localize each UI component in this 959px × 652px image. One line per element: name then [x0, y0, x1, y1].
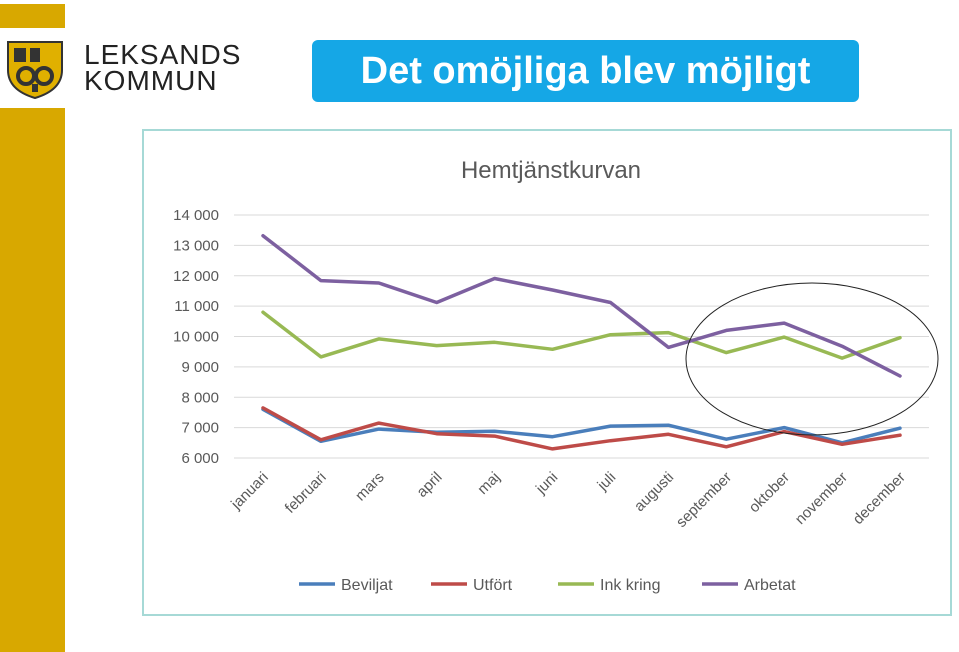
page-title: Det omöjliga blev möjligt	[360, 49, 811, 92]
x-tick-label: juli	[594, 469, 620, 495]
logo-line2: KOMMUN	[84, 65, 218, 96]
line-chart: Hemtjänstkurvan 6 000 7 000 8 000 9 000 10 0…	[173, 157, 939, 594]
y-tick-label: 9 000	[181, 359, 219, 376]
series-line-arbetat	[261, 233, 902, 378]
chart-frame: Hemtjänstkurvan 6 000 7 000 8 000 9 000 10 0…	[142, 129, 952, 616]
x-tick-label: februari	[282, 469, 330, 517]
legend-label: Beviljat	[341, 577, 393, 594]
x-tick-label: juni	[532, 469, 561, 498]
logo-text: LEKSANDS KOMMUN	[84, 39, 242, 96]
legend-label: Ink kring	[600, 577, 660, 594]
accent-bar-top	[0, 4, 65, 28]
logo-line1: LEKSANDS	[84, 39, 242, 70]
x-tick-label: april	[413, 469, 445, 501]
x-tick-label: november	[792, 469, 851, 528]
x-tick-label: september	[673, 469, 735, 531]
legend-label: Arbetat	[744, 577, 796, 594]
x-tick-label: mars	[352, 469, 388, 505]
x-tick-label: december	[850, 469, 909, 528]
legend-label: Utfört	[473, 577, 513, 594]
coat-of-arms-icon	[7, 41, 63, 100]
y-tick-label: 10 000	[173, 329, 219, 346]
x-tick-label: maj	[474, 469, 503, 498]
x-tick-label: oktober	[746, 469, 793, 516]
y-tick-label: 7 000	[181, 420, 219, 437]
x-tick-label: augusti	[631, 469, 677, 515]
y-tick-label: 14 000	[173, 207, 219, 224]
accent-bar-side	[0, 108, 65, 652]
y-tick-label: 12 000	[173, 268, 219, 285]
y-tick-label: 11 000	[174, 298, 219, 315]
x-tick-label: januari	[227, 469, 272, 514]
series-line-utfört	[261, 406, 902, 451]
chart-title: Hemtjänstkurvan	[461, 157, 641, 184]
series-line-ink-kring	[261, 310, 902, 360]
y-tick-label: 13 000	[173, 237, 219, 254]
title-banner: Det omöjliga blev möjligt	[312, 40, 859, 102]
y-tick-label: 6 000	[181, 450, 219, 467]
highlight-ellipse	[685, 282, 939, 436]
y-tick-label: 8 000	[181, 389, 219, 406]
logo: LEKSANDS KOMMUN	[4, 40, 254, 100]
series-line-beviljat	[261, 407, 902, 445]
